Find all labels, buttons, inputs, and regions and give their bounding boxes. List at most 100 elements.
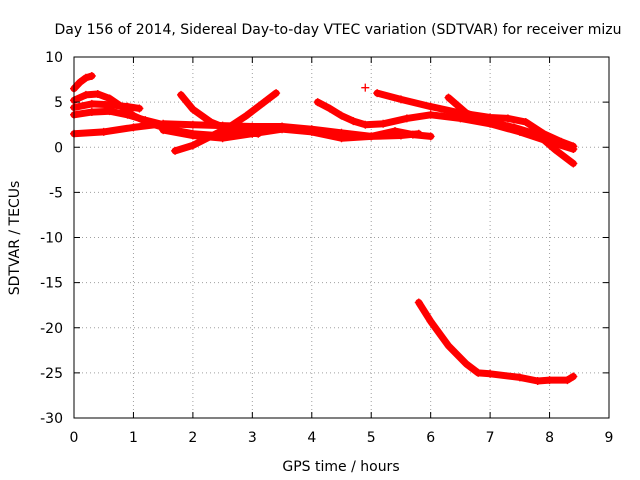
data-point <box>123 110 132 119</box>
grid <box>74 57 609 418</box>
data-point <box>373 89 382 98</box>
data-point <box>272 89 281 98</box>
data-point <box>557 137 566 146</box>
data-point <box>307 127 316 136</box>
data-point <box>87 71 96 80</box>
data-point <box>93 90 102 99</box>
data-point <box>391 127 399 136</box>
data-point <box>177 90 185 99</box>
data-point <box>426 102 435 111</box>
data-point <box>486 369 495 378</box>
data-point <box>486 117 495 126</box>
data-point <box>569 159 578 168</box>
y-tick-label: -20 <box>40 321 63 337</box>
data-point <box>402 114 411 123</box>
data-point <box>188 105 197 114</box>
x-tick-label: 3 <box>248 430 257 446</box>
y-tick-label: -10 <box>40 231 63 247</box>
data-point <box>533 376 542 385</box>
data-point <box>218 134 227 143</box>
data-point <box>569 372 578 381</box>
series-arc-8 <box>159 125 435 143</box>
y-tick-label: 10 <box>45 50 63 66</box>
data-point <box>159 126 168 135</box>
data-point <box>462 359 471 368</box>
data-point <box>224 125 233 134</box>
data-point <box>462 108 471 117</box>
series-trace <box>415 299 577 385</box>
data-point <box>367 132 376 141</box>
data-point <box>81 73 90 82</box>
data-point <box>278 125 287 134</box>
data-point <box>242 111 251 120</box>
data-point <box>248 129 257 138</box>
data-point <box>474 368 483 377</box>
data-point <box>123 102 132 111</box>
data-point <box>408 130 417 139</box>
x-tick-label: 6 <box>426 430 435 446</box>
data-point <box>533 130 542 139</box>
y-tick-label: 0 <box>54 140 63 156</box>
x-tick-label: 1 <box>129 430 138 446</box>
y-tick-label: -30 <box>40 411 63 427</box>
x-tick-label: 5 <box>367 430 376 446</box>
data-point <box>129 123 138 132</box>
data-point <box>337 111 346 120</box>
x-tick-label: 0 <box>70 430 79 446</box>
data-series <box>70 71 578 385</box>
x-axis-label: GPS time / hours <box>282 459 399 475</box>
data-point <box>361 83 370 92</box>
data-point <box>248 122 257 131</box>
data-point <box>87 108 96 117</box>
series-arc-11 <box>373 89 578 151</box>
y-tick-label: 5 <box>54 95 63 111</box>
data-point <box>337 134 346 143</box>
data-point <box>171 146 180 155</box>
chart-title: Day 156 of 2014, Sidereal Day-to-day VTE… <box>55 22 622 38</box>
y-tick-label: -5 <box>49 185 63 201</box>
data-point <box>515 373 524 382</box>
data-point <box>105 107 114 116</box>
data-point <box>444 93 453 102</box>
data-point <box>509 123 518 132</box>
series-arc-13 <box>414 298 578 385</box>
data-point <box>206 117 215 126</box>
data-point <box>503 114 512 123</box>
x-tick-label: 2 <box>188 430 197 446</box>
data-point <box>426 132 435 141</box>
x-tick-label: 4 <box>307 430 316 446</box>
x-tick-label: 8 <box>545 430 554 446</box>
data-point <box>260 98 269 107</box>
data-point <box>396 95 405 104</box>
data-point <box>99 127 108 136</box>
data-point <box>569 142 578 151</box>
data-point <box>379 119 388 128</box>
data-point <box>545 376 554 385</box>
data-point <box>325 104 334 113</box>
x-tick-label: 9 <box>605 430 614 446</box>
y-tick-label: -15 <box>40 276 63 292</box>
data-point <box>313 98 322 107</box>
data-point <box>349 117 358 126</box>
data-point <box>75 78 84 87</box>
data-point <box>444 341 453 350</box>
x-tick-label: 7 <box>486 430 495 446</box>
y-axis: -30 -25 -20 -15 -10 -5 0 5 10 <box>40 50 609 427</box>
data-point <box>188 141 197 150</box>
data-point <box>361 120 370 129</box>
series-arc-10 <box>361 83 370 92</box>
data-point <box>188 131 197 140</box>
data-point <box>135 104 144 113</box>
data-point <box>414 298 423 307</box>
series-trace <box>70 72 96 93</box>
data-point <box>188 120 197 129</box>
data-point <box>81 90 90 99</box>
data-point <box>563 376 572 385</box>
y-axis-label: SDTVAR / TECUs <box>7 181 23 296</box>
data-point <box>551 145 560 154</box>
data-point <box>426 317 435 326</box>
series-trace <box>373 89 577 150</box>
x-axis: 0 1 2 3 4 5 6 7 8 9 <box>70 57 614 446</box>
y-tick-label: -25 <box>40 366 63 382</box>
